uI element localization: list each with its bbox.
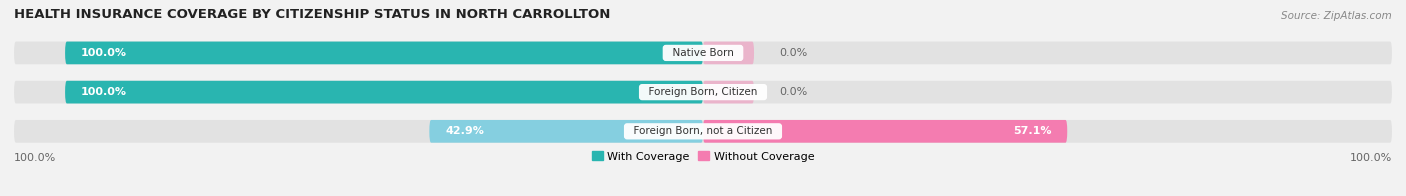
FancyBboxPatch shape: [703, 120, 1067, 143]
Text: 57.1%: 57.1%: [1012, 126, 1052, 136]
FancyBboxPatch shape: [14, 81, 1392, 103]
Legend: With Coverage, Without Coverage: With Coverage, Without Coverage: [588, 147, 818, 166]
Text: Source: ZipAtlas.com: Source: ZipAtlas.com: [1281, 11, 1392, 21]
Text: HEALTH INSURANCE COVERAGE BY CITIZENSHIP STATUS IN NORTH CARROLLTON: HEALTH INSURANCE COVERAGE BY CITIZENSHIP…: [14, 8, 610, 21]
Text: Foreign Born, not a Citizen: Foreign Born, not a Citizen: [627, 126, 779, 136]
FancyBboxPatch shape: [65, 42, 703, 64]
FancyBboxPatch shape: [703, 42, 754, 64]
Text: 100.0%: 100.0%: [1350, 153, 1392, 163]
Text: Native Born: Native Born: [666, 48, 740, 58]
FancyBboxPatch shape: [429, 120, 703, 143]
FancyBboxPatch shape: [65, 81, 703, 103]
Text: 100.0%: 100.0%: [82, 87, 127, 97]
Text: 0.0%: 0.0%: [779, 87, 808, 97]
Text: Foreign Born, Citizen: Foreign Born, Citizen: [643, 87, 763, 97]
Text: 0.0%: 0.0%: [779, 48, 808, 58]
Text: 100.0%: 100.0%: [82, 48, 127, 58]
Text: 42.9%: 42.9%: [446, 126, 484, 136]
FancyBboxPatch shape: [703, 81, 754, 103]
FancyBboxPatch shape: [14, 120, 1392, 143]
Text: 100.0%: 100.0%: [14, 153, 56, 163]
FancyBboxPatch shape: [14, 42, 1392, 64]
